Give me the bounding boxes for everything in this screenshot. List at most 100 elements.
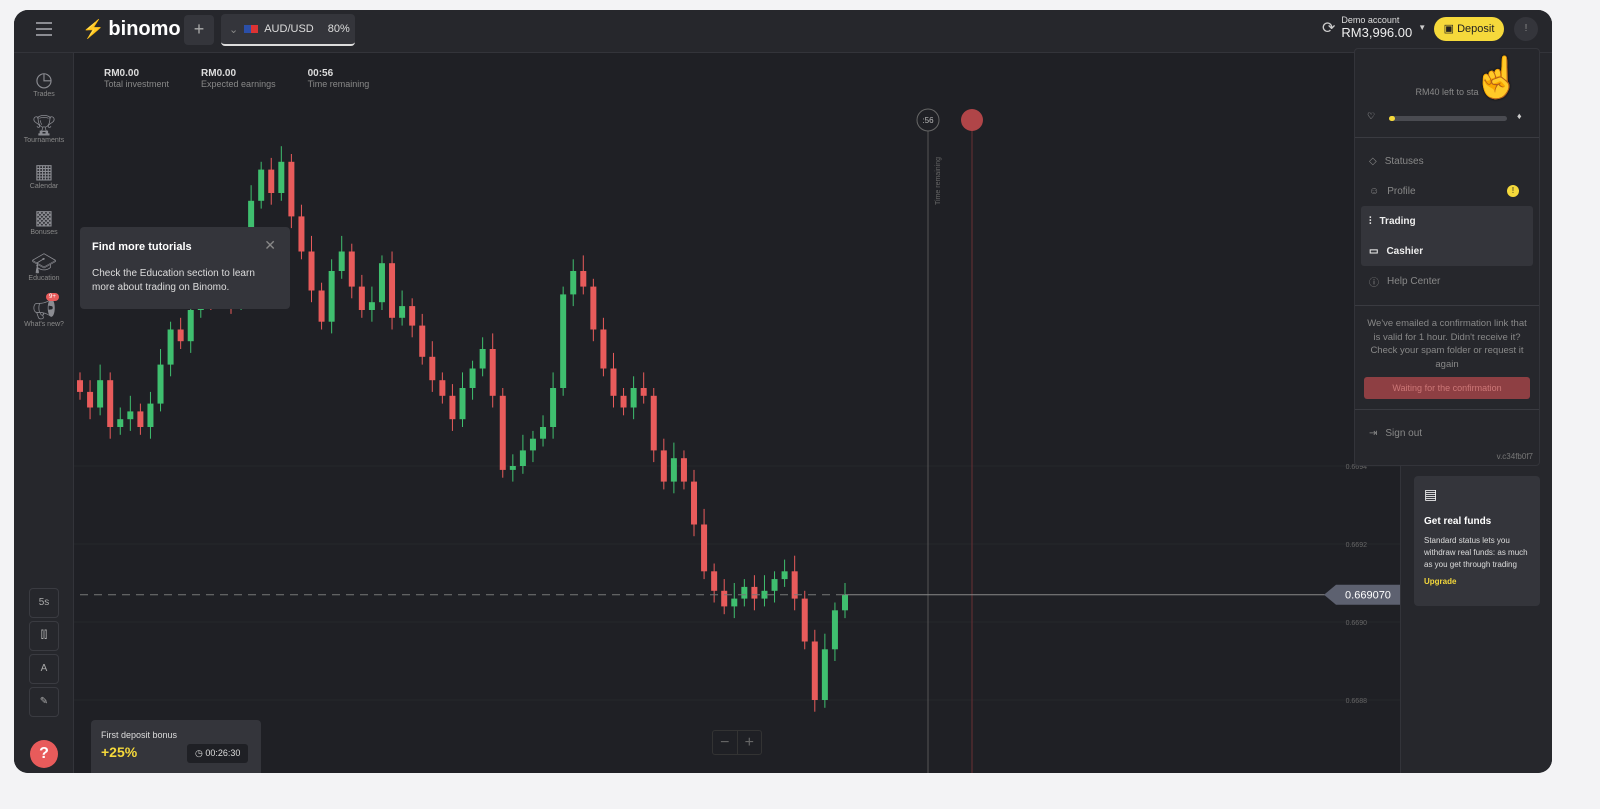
wallet-icon: ▣ xyxy=(1443,23,1455,35)
candle-body xyxy=(499,395,506,470)
candle-body xyxy=(540,427,547,439)
logo[interactable]: ⚡ binomo xyxy=(82,18,181,40)
candle-body xyxy=(701,524,708,572)
candle-body xyxy=(489,349,496,396)
asset-name: AUD/USD xyxy=(264,23,314,35)
timeframe-button[interactable]: 5s xyxy=(29,588,59,618)
candle-body xyxy=(590,286,597,330)
candle-body xyxy=(529,438,536,451)
candle-body xyxy=(278,161,285,193)
first-deposit-bonus[interactable]: First deposit bonus +25% ◷ 00:26:30 xyxy=(91,720,261,773)
sidebar-item-whats-new[interactable]: 📢︎ 9+ What's new? xyxy=(14,293,74,328)
sidebar-item-tournaments[interactable]: 🏆︎ Tournaments xyxy=(14,113,74,144)
candle-body xyxy=(731,598,738,607)
upgrade-link[interactable]: Upgrade xyxy=(1424,577,1457,586)
candle-body xyxy=(157,364,164,404)
timer-marker xyxy=(916,108,940,132)
candle-body xyxy=(87,391,94,408)
add-asset-button[interactable]: + xyxy=(184,15,214,45)
candle-body xyxy=(409,306,416,326)
candle-body xyxy=(821,649,828,700)
menu-item-help-center[interactable]: ⓘ Help Center xyxy=(1369,275,1441,289)
refresh-icon[interactable]: ⟳ xyxy=(1322,19,1336,37)
price-tick-label: 0.6694 xyxy=(1346,464,1368,471)
candle-body xyxy=(308,251,315,291)
menu-item-cashier[interactable]: ▭ Cashier xyxy=(1361,236,1533,266)
candle-body xyxy=(781,571,788,580)
candle-body xyxy=(298,216,305,252)
candle-body xyxy=(509,466,516,470)
status-progress-bar xyxy=(1389,116,1507,121)
deposit-button[interactable]: ▣ Deposit xyxy=(1434,17,1504,41)
candle-body xyxy=(268,169,275,193)
menu-item-trading[interactable]: ⫶ Trading xyxy=(1361,206,1533,236)
candle-body xyxy=(550,388,557,427)
candle-body xyxy=(348,251,355,287)
user-icon: ☺ xyxy=(1369,185,1380,197)
help-chat-icon[interactable]: ? xyxy=(30,740,58,768)
candle-body xyxy=(791,571,798,599)
candle-body xyxy=(640,388,647,396)
candle-body xyxy=(449,395,456,420)
candle-body xyxy=(660,450,667,482)
gift-icon: ▩ xyxy=(34,207,54,229)
avatar[interactable]: ! xyxy=(1514,17,1538,41)
menu-item-statuses[interactable]: ◇ Statuses xyxy=(1369,155,1424,167)
candle-body xyxy=(570,271,577,295)
sidebar-item-education[interactable]: 🎓︎ Education xyxy=(14,251,74,282)
candle-body xyxy=(358,286,365,310)
hamburger-menu-icon[interactable] xyxy=(36,22,52,36)
deadline-marker xyxy=(961,109,983,131)
tooltip-body: Check the Education section to learn mor… xyxy=(92,268,255,293)
tutorial-tooltip: Find more tutorials ✕ Check the Educatio… xyxy=(80,227,290,309)
notification-badge: 9+ xyxy=(46,293,59,301)
candle-body xyxy=(842,594,848,611)
zoom-out-button[interactable]: − xyxy=(720,734,730,751)
trophy-icon: 🏆︎ xyxy=(31,115,57,137)
clock-icon: ◷ xyxy=(35,69,53,91)
account-dropdown: RM40 left to sta ♡ ♦ ◇ Statuses ☺ Profile!… xyxy=(1354,48,1540,466)
candle-body xyxy=(580,271,587,287)
indicators-icon[interactable]: A xyxy=(29,654,59,684)
candle-body xyxy=(258,169,265,201)
candle-body xyxy=(680,458,687,482)
status-start-icon: ♡ xyxy=(1367,111,1376,121)
sidebar-item-bonuses[interactable]: ▩ Bonuses xyxy=(14,205,74,236)
app-window: 0.6694 0.6692 0.6690 0.6688:56 Time remainin… xyxy=(14,10,1552,773)
sidebar-item-calendar[interactable]: ▦ Calendar xyxy=(14,159,74,190)
candle-body xyxy=(519,450,526,466)
asset-selector[interactable]: ⌄ AUD/USD 80% xyxy=(221,14,355,46)
sign-out-button[interactable]: ⇥ Sign out xyxy=(1369,427,1423,439)
current-price-tag xyxy=(1324,584,1400,605)
pencil-icon[interactable]: ✎ xyxy=(29,687,59,717)
candle-body xyxy=(147,403,154,427)
candle-body xyxy=(469,368,476,388)
account-label: Demo account xyxy=(1341,15,1400,25)
candle-body xyxy=(801,598,808,642)
waiting-confirmation-button[interactable]: Waiting for the confirmation xyxy=(1364,377,1530,399)
candle-body xyxy=(368,302,375,310)
candle-body xyxy=(670,458,677,482)
flag-icon xyxy=(244,25,259,33)
account-switcher[interactable]: ⟳ Demo account RM3,996.00 ▼ xyxy=(1322,15,1426,40)
candle-body xyxy=(187,310,194,342)
candle-body xyxy=(137,411,144,427)
candle-body xyxy=(378,263,385,303)
sidebar-item-trades[interactable]: ◷ Trades xyxy=(14,67,74,98)
sidebar: ◷ Trades 🏆︎ Tournaments ▦ Calendar ▩ Bonuses… xyxy=(14,53,74,773)
candle-body xyxy=(630,388,637,408)
account-balance: RM3,996.00 xyxy=(1341,25,1413,40)
candle-body xyxy=(479,349,486,369)
status-progress-label: RM40 left to sta xyxy=(1415,87,1479,97)
zoom-controls: − + xyxy=(712,730,762,755)
wallet-card-icon: ▤ xyxy=(1424,486,1438,502)
chart-type-candles-icon[interactable]: ⫿⫿ xyxy=(29,621,59,651)
candle-body xyxy=(711,571,718,591)
candle-body xyxy=(97,380,104,408)
price-chart[interactable]: 0.6694 0.6692 0.6690 0.6688:56 Time remainin… xyxy=(14,10,1400,773)
close-icon[interactable]: ✕ xyxy=(264,237,276,253)
candle-body xyxy=(419,325,426,357)
candle-body xyxy=(691,481,698,525)
zoom-in-button[interactable]: + xyxy=(736,731,762,754)
menu-item-profile[interactable]: ☺ Profile! xyxy=(1361,176,1533,206)
